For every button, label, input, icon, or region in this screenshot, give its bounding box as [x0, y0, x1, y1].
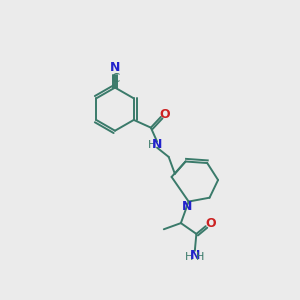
Text: N: N	[182, 200, 192, 213]
Text: H: H	[196, 252, 204, 262]
Text: H: H	[185, 252, 194, 262]
Text: C: C	[111, 72, 119, 85]
Text: O: O	[205, 217, 216, 230]
Text: N: N	[190, 249, 200, 262]
Text: N: N	[152, 138, 162, 151]
Text: N: N	[110, 61, 120, 74]
Text: H: H	[147, 140, 156, 150]
Text: O: O	[160, 108, 170, 121]
